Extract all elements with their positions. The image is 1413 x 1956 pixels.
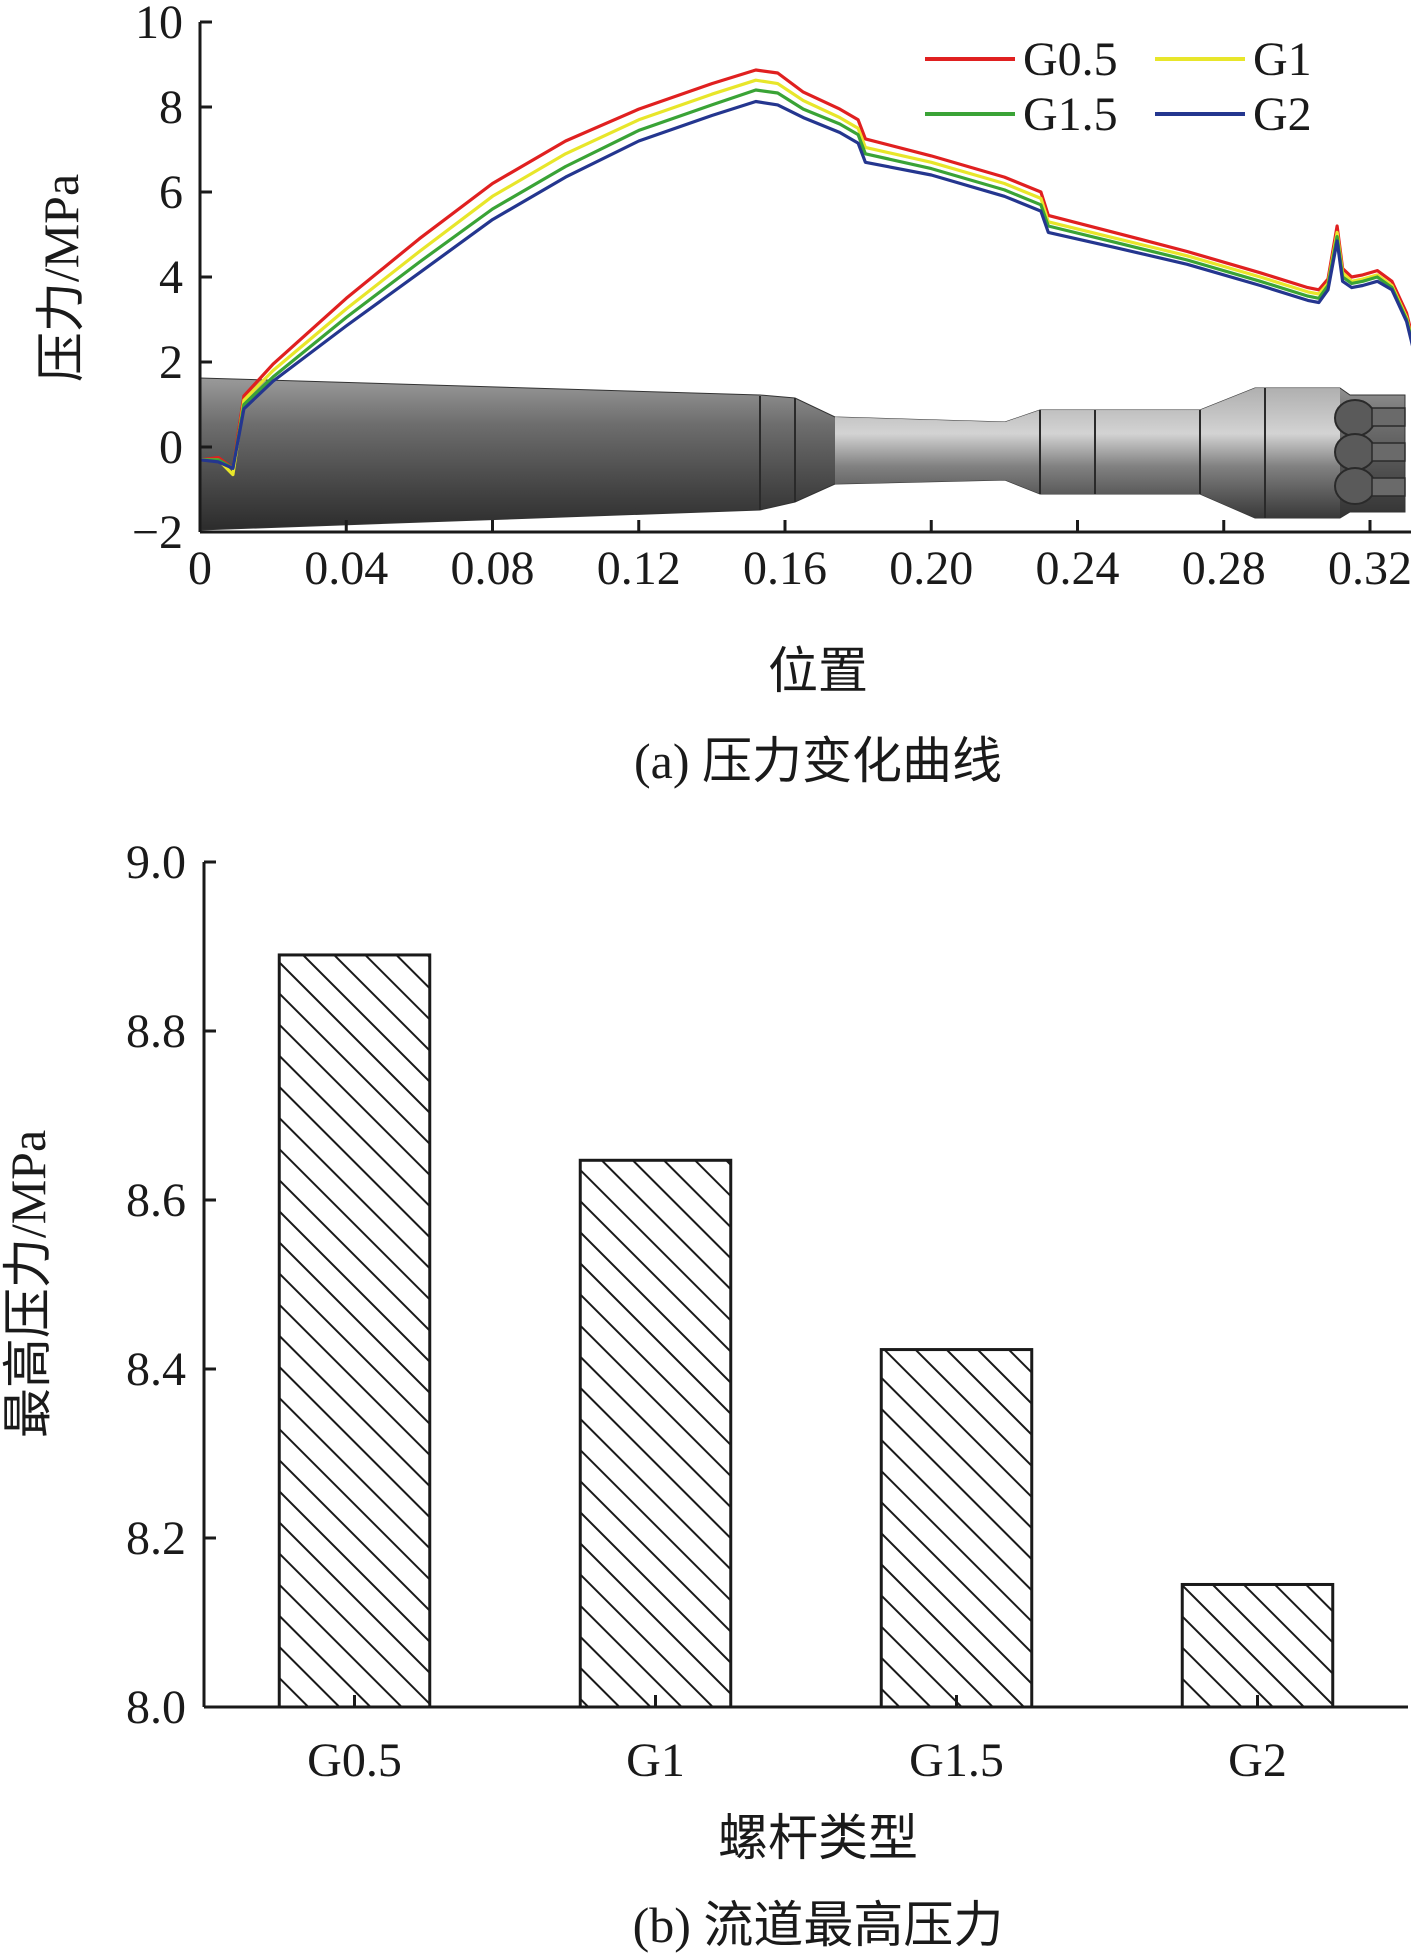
y-tick-label-a: 2 [159, 336, 183, 389]
y-tick-label-a: 0 [159, 421, 183, 474]
x-axis-label-b: 螺杆类型 [718, 1810, 918, 1866]
x-tick-label-a: 0.12 [597, 542, 681, 595]
series-line-g2 [200, 99, 1411, 470]
x-tick-label-a: 0.20 [889, 542, 973, 595]
x-tick-label-a: 0.16 [743, 542, 827, 595]
x-tick-label-b: G0.5 [307, 1734, 402, 1787]
series-line-g1 [200, 78, 1411, 477]
tick-marks-b [204, 860, 1259, 1709]
plot-area-a [200, 68, 1411, 477]
x-tick-label-a: 0.32 [1328, 542, 1412, 595]
y-axis-label-b: 最高压力/MPa [0, 1130, 56, 1438]
x-tick-label-b: G1 [626, 1734, 685, 1787]
series-line-g1-5 [200, 88, 1411, 470]
y-tick-label-b: 8.0 [126, 1681, 186, 1734]
bar-g1 [578, 1158, 733, 1709]
x-tick-label-a: 0.08 [451, 542, 535, 595]
x-tick-label-a: 0.24 [1036, 542, 1120, 595]
legend-label-g15: G1.5 [1023, 88, 1118, 141]
chart-b: G0.5 G1 G1.5 G28.08.28.48.68.89.0 最高压力/MPa … [0, 836, 1408, 1953]
tick-marks-a [198, 20, 1372, 534]
series-line-g0-5 [200, 68, 1411, 470]
legend-label-g05: G0.5 [1023, 33, 1118, 86]
y-tick-label-a: 10 [135, 0, 183, 49]
y-tick-label-a: 4 [159, 251, 183, 304]
legend-label-g2: G2 [1253, 88, 1312, 141]
x-tick-label-a: 0.28 [1182, 542, 1266, 595]
x-axis-label-a: 位置 [768, 643, 868, 699]
y-tick-label-b: 8.2 [126, 1512, 186, 1565]
y-tick-label-b: 8.8 [126, 1005, 186, 1058]
bar-g1-5 [879, 1348, 1034, 1709]
y-tick-label-a: 8 [159, 81, 183, 134]
x-tick-label-a: 0 [188, 542, 212, 595]
y-tick-label-b: 8.4 [126, 1343, 186, 1396]
legend-label-g1: G1 [1253, 33, 1312, 86]
tick-labels-a: 0 0.04 0.08 0.12 0.16 0.20 0.24 0.28 0.32−202468… [132, 0, 1412, 595]
y-tick-label-a: 6 [159, 166, 183, 219]
flow-channel-illustration [199, 377, 1406, 531]
x-tick-label-b: G1.5 [909, 1734, 1004, 1787]
x-tick-label-a: 0.04 [304, 542, 388, 595]
y-tick-label-b: 9.0 [126, 836, 186, 889]
y-axis-label-a: 压力/MPa [33, 174, 89, 382]
x-tick-label-b: G2 [1228, 1734, 1287, 1787]
legend-a: G0.5 G1 G1.5 G2 [925, 33, 1312, 141]
chart-a: 0 0.04 0.08 0.12 0.16 0.20 0.24 0.28 0.32−202468… [33, 0, 1412, 789]
bars-b [277, 953, 1335, 1709]
caption-b: (b) 流道最高压力 [633, 1897, 1004, 1953]
y-tick-label-b: 8.6 [126, 1174, 186, 1227]
bar-g2 [1180, 1582, 1335, 1709]
tick-labels-b: G0.5 G1 G1.5 G2 8.0 8.2 8.4 8.6 8.8 9.0 [126, 836, 1287, 1787]
y-tick-label-a: −2 [132, 506, 183, 559]
bar-g0-5 [277, 953, 432, 1709]
caption-a: (a) 压力变化曲线 [634, 733, 1002, 789]
